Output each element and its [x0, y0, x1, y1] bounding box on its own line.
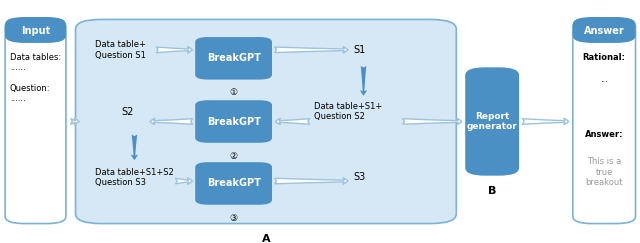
Text: BreakGPT: BreakGPT — [207, 53, 260, 63]
Text: S2: S2 — [122, 107, 134, 117]
Text: Report
generator: Report generator — [467, 112, 518, 131]
FancyBboxPatch shape — [573, 19, 636, 224]
Text: ②: ② — [230, 152, 237, 161]
Text: Input: Input — [21, 26, 50, 36]
FancyBboxPatch shape — [5, 19, 66, 224]
Text: Data table+S1+S2
Question S3: Data table+S1+S2 Question S3 — [95, 168, 173, 187]
Text: ①: ① — [230, 88, 237, 97]
FancyBboxPatch shape — [466, 68, 518, 175]
Text: Answer:: Answer: — [585, 130, 623, 139]
FancyBboxPatch shape — [573, 17, 636, 43]
Text: Data table+
Question S1: Data table+ Question S1 — [95, 40, 145, 60]
Text: ...: ... — [600, 75, 608, 84]
Text: Data table+S1+
Question S2: Data table+S1+ Question S2 — [314, 102, 382, 122]
Text: Data tables:
......

Question:
......: Data tables: ...... Question: ...... — [10, 53, 61, 103]
FancyBboxPatch shape — [195, 100, 272, 143]
Text: ③: ③ — [230, 214, 237, 223]
Text: BreakGPT: BreakGPT — [207, 178, 260, 189]
Text: Rational:: Rational: — [582, 53, 626, 62]
FancyBboxPatch shape — [195, 37, 272, 80]
Text: This is a
true
breakout: This is a true breakout — [586, 157, 623, 187]
FancyBboxPatch shape — [195, 162, 272, 205]
Text: S3: S3 — [353, 172, 365, 182]
Text: A: A — [262, 234, 270, 243]
FancyBboxPatch shape — [76, 19, 456, 224]
FancyBboxPatch shape — [5, 17, 66, 43]
Text: B: B — [488, 186, 497, 196]
Text: BreakGPT: BreakGPT — [207, 116, 260, 127]
Text: Answer: Answer — [584, 26, 625, 36]
Text: S1: S1 — [353, 45, 365, 55]
